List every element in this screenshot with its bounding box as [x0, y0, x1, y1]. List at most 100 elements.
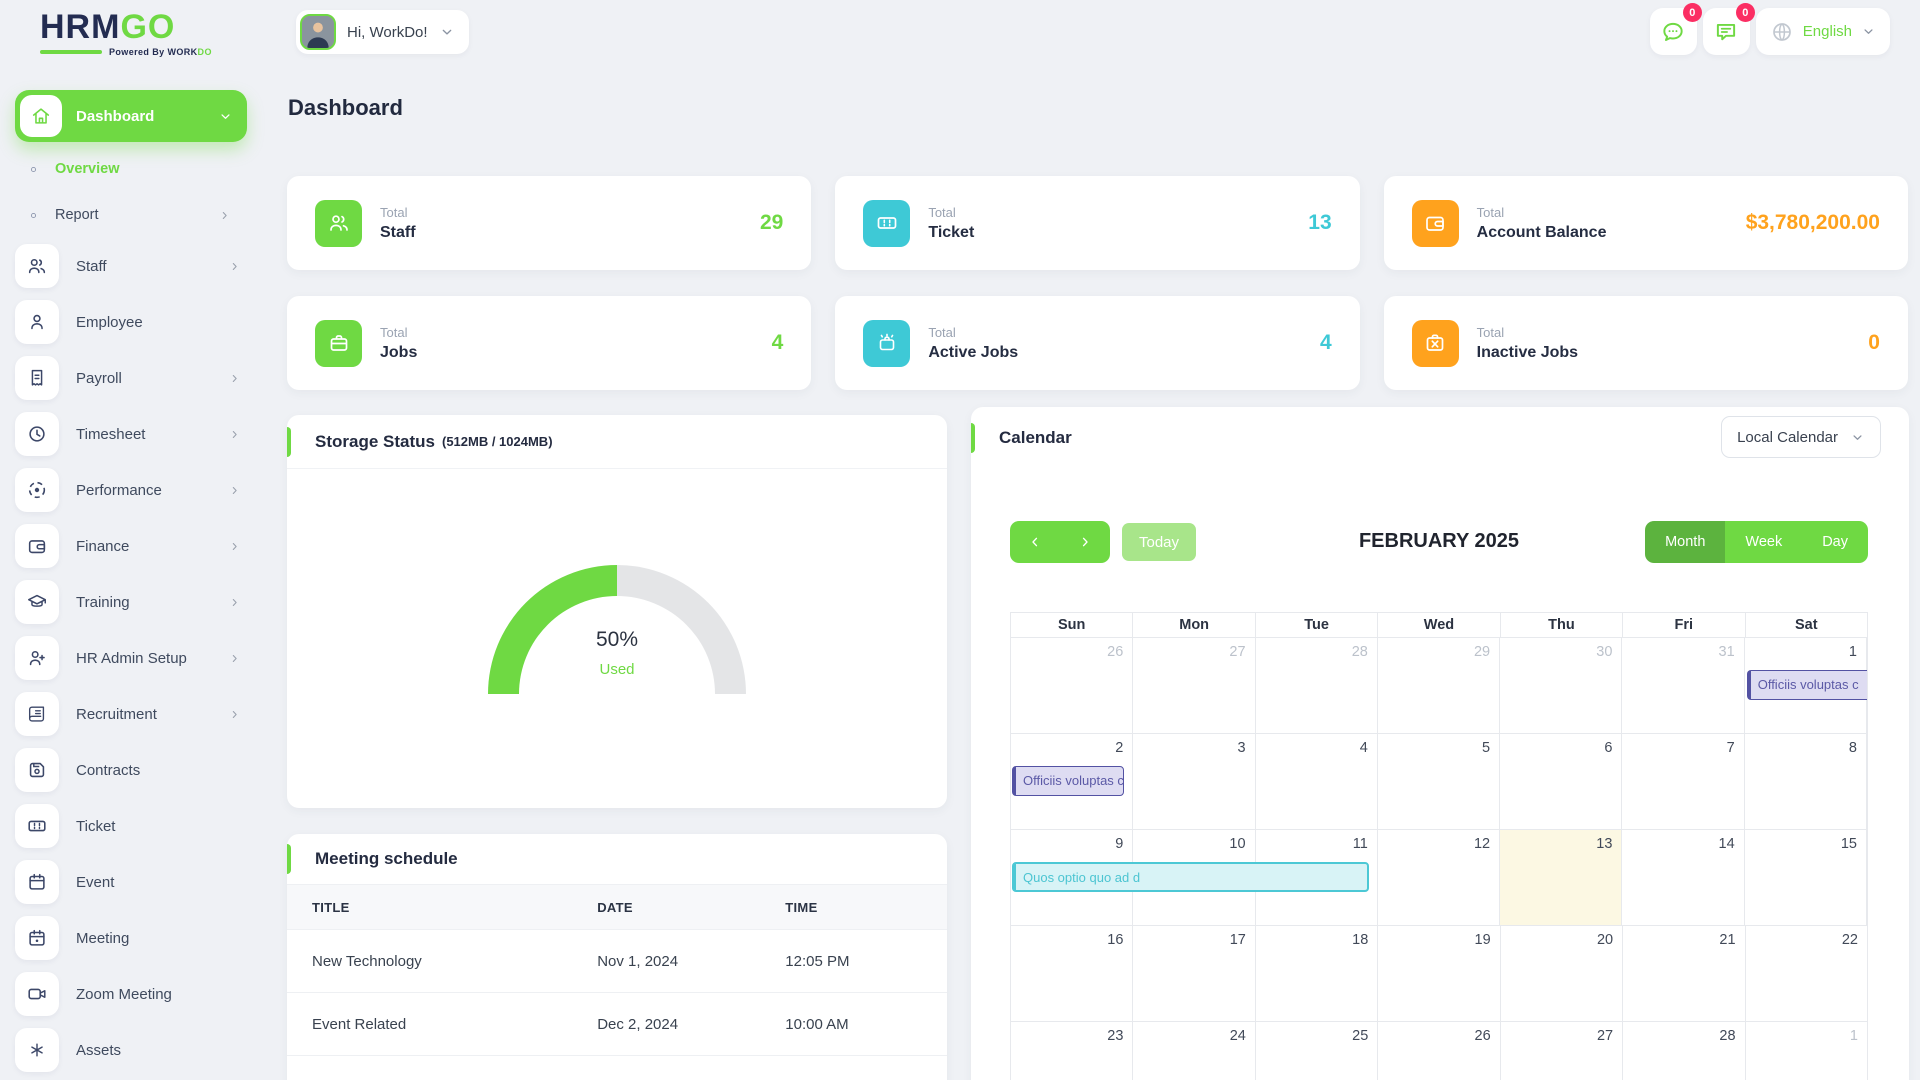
day-number: 22 [1841, 932, 1858, 948]
sidebar-item-recruitment[interactable]: Recruitment [15, 692, 247, 736]
sidebar-item-training[interactable]: Training [15, 580, 247, 624]
calendar-day-cell[interactable]: 5 [1378, 734, 1501, 829]
user-menu[interactable]: Hi, WorkDo! [296, 10, 469, 54]
card-accent-bar [287, 427, 291, 457]
sidebar-item-report[interactable]: Report [15, 197, 247, 233]
table-row[interactable]: Event Related Dec 2, 2024 10:00 AM [287, 993, 947, 1056]
view-week-button[interactable]: Week [1725, 521, 1803, 563]
calendar-day-cell[interactable]: 14 [1622, 830, 1745, 925]
calendar-event[interactable]: Officiis voluptas c [1012, 766, 1125, 796]
sidebar-item-ticket[interactable]: Ticket [15, 804, 247, 848]
view-month-button[interactable]: Month [1645, 521, 1726, 563]
sidebar-item-staff[interactable]: Staff [15, 244, 247, 288]
calendar-day-cell[interactable]: 27 [1501, 1022, 1624, 1080]
calendar-day-cell[interactable]: 19 [1378, 926, 1501, 1021]
sidebar-item-label: Timesheet [76, 425, 146, 443]
calendar-day-cell[interactable]: 20 [1501, 926, 1624, 1021]
calendar-day-cell[interactable]: 15 [1745, 830, 1867, 925]
calendar-day-cell[interactable]: 31 [1622, 638, 1745, 733]
day-number: 1 [1848, 644, 1857, 660]
day-number: 26 [1474, 1028, 1491, 1044]
calendar-view-switcher: Month Week Day [1645, 521, 1868, 563]
today-button[interactable]: Today [1122, 523, 1197, 561]
sidebar-item-dashboard[interactable]: Dashboard [15, 90, 247, 142]
calendar-day-cell[interactable]: 6 [1500, 734, 1623, 829]
calendar-day-cell[interactable]: 12 [1378, 830, 1501, 925]
sidebar-item-event[interactable]: Event [15, 860, 247, 904]
language-selector[interactable]: English [1755, 8, 1890, 55]
sidebar-item-payroll[interactable]: Payroll [15, 356, 247, 400]
sidebar-item-performance[interactable]: Performance [15, 468, 247, 512]
app-logo[interactable]: HRMGO Powered By WORKDO [40, 10, 212, 57]
calendar-day-cell[interactable]: 29 [1378, 638, 1501, 733]
calendar-day-cell[interactable]: 4 [1256, 734, 1378, 829]
sidebar-item-contracts[interactable]: Contracts [15, 748, 247, 792]
calendar-day-cell[interactable]: 18 [1256, 926, 1379, 1021]
video-icon [15, 972, 59, 1016]
view-day-button[interactable]: Day [1802, 521, 1868, 563]
messages-button[interactable]: 0 [1702, 3, 1755, 55]
wallet-icon [15, 524, 59, 568]
calendar-day-cell[interactable]: 26 [1011, 638, 1134, 733]
calendar-day-cell[interactable]: 3 [1133, 734, 1256, 829]
day-number: 29 [1473, 644, 1491, 660]
calendar-day-cell-today[interactable]: 13 [1500, 830, 1623, 925]
meeting-card-header: Meeting schedule [287, 834, 947, 884]
calendar-day-cell[interactable]: 27 [1133, 638, 1256, 733]
sidebar-item-label: Meeting [76, 929, 130, 947]
sidebar: Dashboard Overview Report Staff Employee… [15, 90, 247, 1072]
calendar-event[interactable]: Officiis voluptas c [1746, 670, 1867, 700]
calendar-event[interactable]: Quos optio quo ad d [1012, 862, 1369, 892]
calendar-dot-icon [15, 916, 59, 960]
meeting-title-cell: Team Meeting [287, 1079, 597, 1080]
calendar-day-cell[interactable]: 26 [1378, 1022, 1501, 1080]
stat-value: 13 [1308, 211, 1332, 234]
sidebar-item-employee[interactable]: Employee [15, 300, 247, 344]
calendar-day-cell[interactable]: 28 [1623, 1022, 1746, 1080]
calendar-nav-group [1010, 521, 1110, 563]
stat-name: Active Jobs [928, 343, 1019, 361]
stat-cards: Total Staff 29 Total Ticket 13 Total Acc… [287, 176, 1908, 390]
day-number: 5 [1482, 740, 1491, 756]
calendar-source-select[interactable]: Local Calendar [1721, 416, 1881, 458]
sidebar-item-zoom-meeting[interactable]: Zoom Meeting [15, 972, 247, 1016]
calendar-day-cell[interactable]: 11 [1256, 830, 1378, 925]
sidebar-item-label: Training [76, 593, 130, 611]
sidebar-item-timesheet[interactable]: Timesheet [15, 412, 247, 456]
calendar-day-cell[interactable]: 23 [1011, 1022, 1134, 1080]
sidebar-item-meeting[interactable]: Meeting [15, 916, 247, 960]
calendar-day-cell[interactable]: 1 [1746, 1022, 1867, 1080]
sidebar-item-hr-admin-setup[interactable]: HR Admin Setup [15, 636, 247, 680]
calendar-day-cell[interactable]: 22 [1746, 926, 1867, 1021]
powered-brand-do: DO [197, 47, 212, 57]
calendar-day-cell[interactable]: 7 [1622, 734, 1745, 829]
users-icon [15, 244, 59, 288]
calendar-day-cell[interactable]: 8 [1745, 734, 1867, 829]
sidebar-item-finance[interactable]: Finance [15, 524, 247, 568]
table-row[interactable]: New Technology Nov 1, 2024 12:05 PM [287, 930, 947, 993]
calendar-day-cell[interactable]: 24 [1133, 1022, 1256, 1080]
stat-card-total-account-balance: Total Account Balance $3,780,200.00 [1383, 176, 1908, 270]
table-row[interactable]: Team Meeting Jan 4, 2025 11:05 AM [287, 1056, 947, 1080]
sidebar-item-assets[interactable]: Assets [15, 1028, 247, 1072]
calendar-week-row: 26 27 28 29 30 31 1 Officiis voluptas c [1011, 638, 1867, 734]
calendar-day-cell[interactable]: 17 [1133, 926, 1256, 1021]
calendar-day-cell[interactable]: 21 [1623, 926, 1746, 1021]
calendar-day-cell[interactable]: 2 [1011, 734, 1134, 829]
calendar-day-cell[interactable]: 25 [1256, 1022, 1379, 1080]
calendar-day-cell[interactable]: 30 [1500, 638, 1623, 733]
calendar-day-cell[interactable]: 28 [1256, 638, 1378, 733]
day-number: 10 [1229, 836, 1246, 852]
sidebar-item-label: Recruitment [76, 705, 157, 723]
day-number: 30 [1596, 644, 1613, 660]
user-greeting: Hi, WorkDo! [347, 23, 428, 41]
chat-button[interactable]: 0 [1649, 3, 1702, 55]
sidebar-item-label: Performance [76, 481, 162, 499]
language-label: English [1802, 23, 1852, 40]
stat-card-total-staff: Total Staff 29 [287, 176, 812, 270]
chevron-right-icon [232, 542, 237, 550]
sidebar-item-overview[interactable]: Overview [15, 151, 247, 187]
meeting-table-header: TITLE DATE TIME [287, 884, 947, 930]
calendar-weekday-header: Sun Mon Tue Wed Thu Fri Sat [1011, 613, 1867, 638]
calendar-day-cell[interactable]: 16 [1011, 926, 1134, 1021]
